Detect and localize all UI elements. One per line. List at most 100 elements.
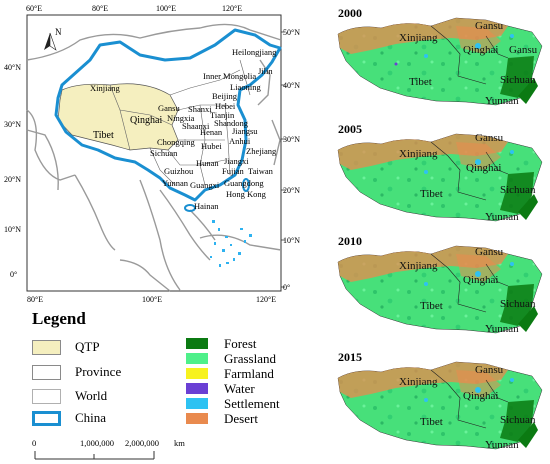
province-label: Hunan	[196, 158, 219, 168]
legend-title: Legend	[32, 309, 86, 328]
province-label: Tibet	[93, 130, 114, 141]
province-label: Zhejiang	[246, 146, 277, 156]
map-label: Yunnan	[485, 323, 519, 335]
qtp-map-2015: 2015 Xinjiang Gansu Qinghai Tibet Sichua…	[336, 350, 546, 454]
legend-item-world: World	[32, 388, 107, 404]
province-label: Shaanxi	[182, 121, 210, 131]
province-label: Jilin	[258, 66, 273, 76]
province-label: Ningxia	[167, 113, 195, 123]
map-label: Yunnan	[485, 439, 519, 451]
left-tick: 10°N	[4, 225, 21, 234]
qtp-map-2005: 2005 Xinjiang Gansu Qinghai Tibet Sichua…	[336, 122, 546, 226]
province-label: Fujian	[222, 166, 244, 176]
province-label: Shandong	[214, 118, 248, 128]
province-label: Gansu	[158, 103, 180, 113]
legend-item-qtp: QTP	[32, 339, 100, 355]
map-label: Gansu	[475, 20, 504, 32]
map-label: Xinjiang	[399, 148, 438, 160]
map-label: Xinjiang	[399, 260, 438, 272]
top-tick: 100°E	[156, 4, 177, 13]
province-label: Hebei	[215, 101, 236, 111]
map-label: Sichuan	[500, 74, 536, 86]
left-tick: 30°N	[4, 120, 21, 129]
province-label: Anhui	[229, 136, 251, 146]
province-label: Yunnan	[162, 178, 188, 188]
province-label: Guangdong	[224, 178, 264, 188]
map-label: Xinjiang	[399, 376, 438, 388]
landcover-item-water: Water	[186, 381, 280, 396]
left-tick: 0°	[10, 270, 18, 279]
map-label: Gansu	[475, 364, 504, 376]
province-label: Shanxi	[188, 104, 212, 114]
year-title: 2015	[338, 350, 362, 364]
province-label: Hainan	[194, 201, 219, 211]
landcover-item-forest: Forest	[186, 336, 280, 351]
map-label: Qinghai	[463, 390, 499, 402]
province-label: Guizhou	[164, 166, 194, 176]
landcover-item-grassland: Grassland	[186, 351, 280, 366]
map-label: Qinghai	[466, 162, 502, 174]
overview-map-frame	[26, 14, 285, 292]
north-label: N	[55, 27, 62, 37]
legend-item-province: Province	[32, 364, 121, 380]
right-tick: 10°N	[283, 236, 300, 245]
map-label: Tibet	[420, 188, 443, 200]
legend-label: China	[75, 410, 107, 425]
landcover-label: Settlement	[224, 395, 280, 411]
year-title: 2000	[338, 6, 362, 20]
province-label: Heilongjiang	[232, 47, 277, 57]
bottom-tick: 100°E	[142, 295, 163, 304]
scale-zero: 0	[32, 438, 37, 448]
landcover-label: Water	[224, 380, 255, 396]
legend-label: World	[75, 388, 108, 403]
left-tick: 40°N	[4, 63, 21, 72]
water-swatch	[186, 383, 208, 394]
map-label: Qinghai	[463, 274, 499, 286]
farmland-swatch	[186, 368, 208, 379]
province-swatch	[32, 364, 61, 380]
top-tick: 60°E	[26, 4, 43, 13]
landcover-label: Grassland	[224, 350, 276, 366]
province-label: Henan	[200, 127, 223, 137]
landcover-item-settlement: Settlement	[186, 396, 280, 411]
map-label: Gansu	[475, 246, 504, 258]
map-label: Qinghai	[463, 44, 499, 56]
top-tick: 80°E	[92, 4, 109, 13]
province-label: Chongqing	[157, 137, 195, 147]
north-arrow-icon	[44, 32, 57, 51]
province-label: Tianjin	[210, 110, 235, 120]
scale-unit: km	[174, 438, 185, 448]
landcover-label: Farmland	[224, 365, 274, 381]
legend-item-china: China	[32, 410, 106, 426]
right-tick: 0°	[283, 283, 291, 292]
province-label: Beijing	[212, 91, 238, 101]
overview-map: 60°E 80°E 100°E 120°E 80°E 100°E 120°E 4…	[0, 0, 305, 305]
forest-swatch	[186, 338, 208, 349]
province-label: Jiangxi	[224, 156, 249, 166]
map-label: Sichuan	[500, 414, 536, 426]
province-label: Hong Kong	[226, 189, 266, 199]
bottom-tick: 120°E	[256, 295, 277, 304]
china-swatch	[32, 410, 61, 426]
scale-end: 2,000,000	[125, 438, 159, 448]
desert-swatch	[186, 413, 208, 424]
legend-label: Province	[75, 364, 122, 379]
map-label: Tibet	[409, 76, 432, 88]
landcover-legend: Forest Grassland Farmland Water Settleme…	[186, 336, 280, 426]
landcover-item-desert: Desert	[186, 411, 280, 426]
right-tick: 50°N	[283, 28, 300, 37]
province-label: Xinjiang	[90, 83, 120, 93]
province-label: Liaoning	[230, 82, 261, 92]
province-label: Jiangsu	[232, 126, 258, 136]
map-label: Gansu	[509, 44, 538, 56]
legend-label: QTP	[75, 339, 100, 354]
right-tick: 30°N	[283, 135, 300, 144]
province-label: Qinghai	[130, 115, 163, 126]
province-label: Hubei	[201, 141, 222, 151]
map-label: Tibet	[420, 416, 443, 428]
map-label: Yunnan	[485, 95, 519, 107]
map-label: Gansu	[475, 132, 504, 144]
scale-bar: 0 1,000,000 2,000,000 km	[30, 438, 330, 462]
map-label: Tibet	[420, 300, 443, 312]
province-label: Taiwan	[248, 166, 273, 176]
